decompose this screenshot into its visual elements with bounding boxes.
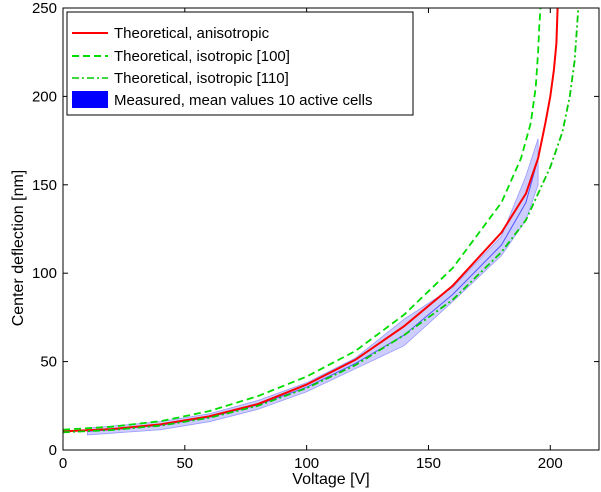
series-line-2 bbox=[63, 8, 580, 434]
y-tick-label: 250 bbox=[32, 0, 57, 17]
plot-frame bbox=[62, 7, 600, 451]
y-tick-label: 150 bbox=[32, 177, 57, 194]
series-layer bbox=[63, 8, 580, 436]
legend-box bbox=[66, 11, 414, 116]
y-tick-label: 50 bbox=[40, 354, 57, 371]
legend-swatch-measured bbox=[72, 91, 108, 108]
measured-band bbox=[87, 138, 539, 436]
series-line-0 bbox=[63, 8, 559, 433]
legend-label-isotropic-100: Theoretical, isotropic [100] bbox=[114, 48, 290, 65]
x-tick-label: 50 bbox=[176, 455, 193, 472]
series-line-1 bbox=[63, 8, 542, 431]
legend-label-isotropic-110: Theoretical, isotropic [110] bbox=[114, 70, 289, 87]
x-tick-label: 100 bbox=[294, 455, 319, 472]
x-tick-label: 200 bbox=[538, 455, 563, 472]
x-axis-title: Voltage [V] bbox=[292, 471, 369, 488]
legend-label-anisotropic: Theoretical, anisotropic bbox=[114, 25, 270, 42]
x-tick-label: 150 bbox=[416, 455, 441, 472]
y-tick-label: 200 bbox=[32, 88, 57, 105]
ticks-layer: 0 50 100 150 200 0 50 100 150 200 250 bbox=[32, 0, 599, 472]
legend-label-measured: Measured, mean values 10 active cells bbox=[114, 92, 372, 109]
x-tick-label: 0 bbox=[59, 455, 67, 472]
y-axis-title: Center deflection [nm] bbox=[10, 170, 27, 327]
legend: Theoretical, anisotropic Theoretical, is… bbox=[66, 11, 414, 116]
y-tick-label: 0 bbox=[49, 442, 57, 459]
y-tick-label: 100 bbox=[32, 265, 57, 282]
